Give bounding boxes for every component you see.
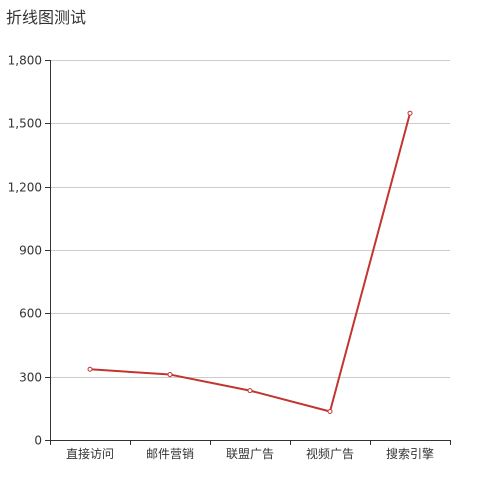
x-tick-label: 联盟广告	[226, 447, 274, 461]
data-point	[327, 409, 333, 414]
data-point	[87, 366, 93, 372]
x-tick-label: 搜索引擎	[386, 446, 434, 461]
y-tick-label: 300	[19, 371, 42, 385]
y-tick-label: 900	[19, 244, 42, 258]
x-axis-tick-labels: 直接访问 邮件营销 联盟广告 视频广告 搜索引擎	[66, 446, 434, 461]
data-point	[407, 110, 413, 116]
chart-title: 折线图测试	[6, 8, 87, 27]
x-tick-label: 直接访问	[66, 446, 114, 461]
series-line	[89, 112, 411, 413]
grid-lines	[50, 60, 450, 378]
data-points	[87, 110, 413, 414]
y-axis-tick-labels: 0 300 600 900 1,200 1,500 1,800	[8, 54, 42, 448]
series-line-layer	[89, 112, 411, 413]
y-tick-label: 1,800	[8, 54, 42, 68]
y-tick-label: 1,500	[8, 117, 42, 131]
x-tick-label: 邮件营销	[146, 447, 194, 461]
data-point	[167, 372, 173, 378]
x-tick-label: 视频广告	[306, 446, 354, 461]
y-tick-label: 1,200	[8, 181, 42, 195]
y-tick-label: 0	[34, 434, 42, 448]
axes	[45, 60, 451, 445]
y-tick-label: 600	[19, 307, 42, 321]
data-point	[247, 388, 253, 394]
